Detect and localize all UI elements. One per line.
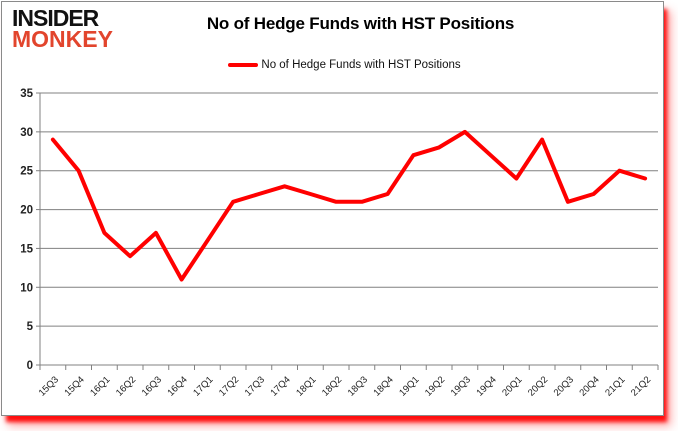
- y-axis-label: 10: [20, 282, 33, 294]
- x-axis-label: 16Q4: [166, 374, 190, 398]
- x-axis-label: 20Q2: [526, 374, 550, 398]
- logo-line-insider: INSIDER: [12, 5, 99, 31]
- insider-monkey-logo: INSIDER MONKEY: [12, 5, 113, 53]
- y-axis-label: 30: [20, 127, 33, 139]
- legend-line-marker: [228, 63, 259, 67]
- x-axis-label: 18Q2: [320, 374, 344, 398]
- y-axis-label: 25: [20, 166, 33, 178]
- x-axis-label: 15Q4: [63, 374, 87, 398]
- legend-label: No of Hedge Funds with HST Positions: [261, 59, 461, 71]
- x-axis-label: 19Q1: [397, 374, 421, 398]
- y-axis-label: 35: [20, 88, 33, 100]
- x-axis-label: 20Q3: [552, 374, 576, 398]
- chart-title: No of Hedge Funds with HST Positions: [206, 14, 515, 33]
- x-axis-label: 17Q4: [269, 374, 293, 398]
- x-axis-label: 17Q1: [191, 374, 215, 398]
- x-axis-label: 17Q2: [217, 374, 241, 398]
- x-axis-label: 20Q4: [578, 374, 602, 398]
- logo-line-monkey: MONKEY: [12, 26, 113, 53]
- x-axis-label: 19Q4: [475, 374, 499, 398]
- x-axis-label: 16Q3: [140, 374, 164, 398]
- x-axis-label: 20Q1: [500, 374, 524, 398]
- y-axis-label: 15: [20, 243, 33, 255]
- x-axis-label: 21Q1: [603, 374, 627, 398]
- x-axis-label: 16Q1: [88, 374, 112, 398]
- x-axis-label: 17Q3: [243, 374, 267, 398]
- x-axis-label: 15Q3: [37, 374, 61, 398]
- chart-card: INSIDER MONKEY No of Hedge Funds with HS…: [1, 1, 664, 416]
- x-axis-label: 18Q3: [346, 374, 370, 398]
- legend: No of Hedge Funds with HST Positions: [14, 59, 675, 71]
- x-axis-label: 18Q4: [372, 374, 396, 398]
- y-axis-label: 20: [20, 205, 33, 217]
- x-axis-label: 16Q2: [114, 374, 138, 398]
- y-axis-label: 5: [27, 321, 34, 333]
- x-axis-label: 19Q2: [423, 374, 447, 398]
- y-axis-label: 0: [27, 360, 33, 372]
- x-axis-label: 19Q3: [449, 374, 473, 398]
- x-axis-label: 21Q2: [629, 374, 653, 398]
- x-axis-label: 18Q1: [294, 374, 318, 398]
- series-line: [50, 129, 648, 282]
